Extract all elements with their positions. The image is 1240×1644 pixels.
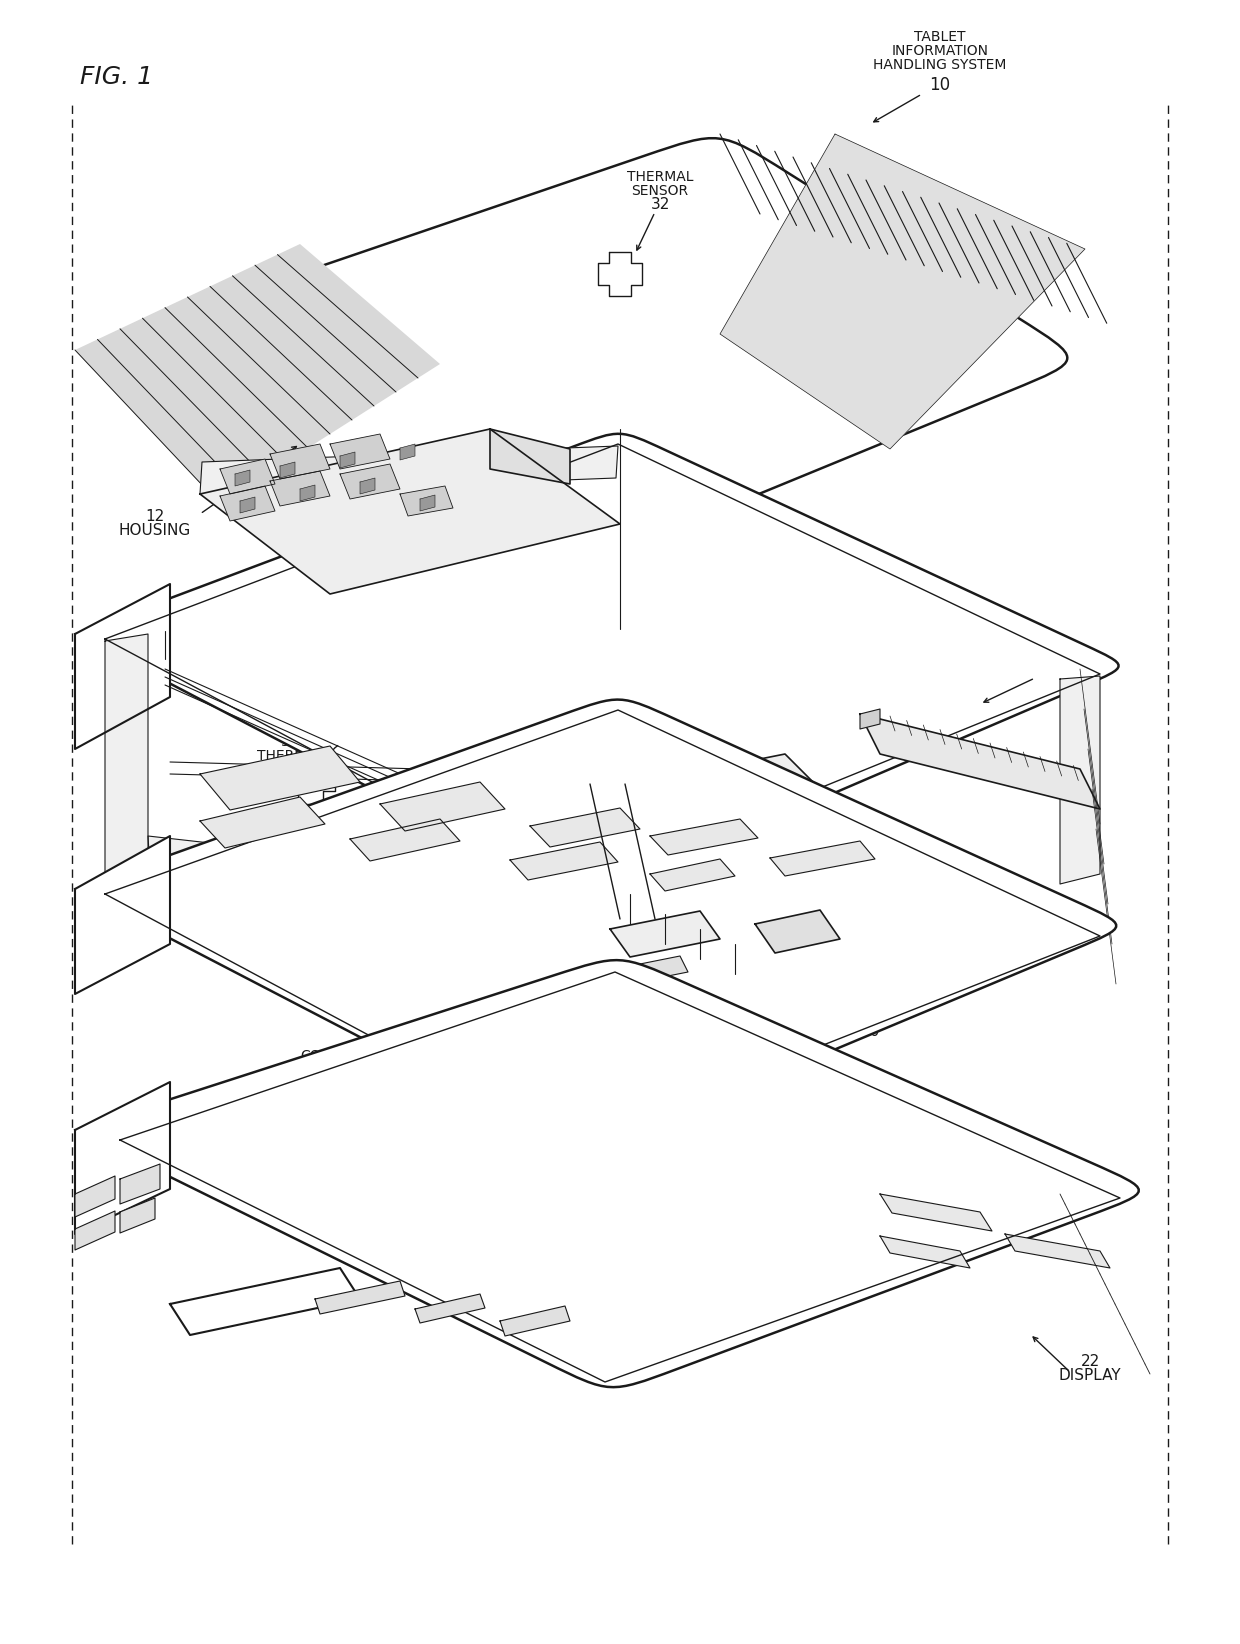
Polygon shape [120,1198,155,1233]
Polygon shape [1060,676,1100,884]
Polygon shape [650,819,758,855]
Polygon shape [74,584,170,750]
Text: HANDLING SYSTEM: HANDLING SYSTEM [873,58,1007,72]
Polygon shape [534,750,680,819]
Polygon shape [770,842,875,876]
Polygon shape [74,130,1085,625]
Polygon shape [720,135,1085,449]
Polygon shape [360,478,374,493]
Polygon shape [720,135,1085,449]
Text: THERMAL: THERMAL [626,169,693,184]
Polygon shape [200,746,360,810]
PathPatch shape [92,960,1138,1388]
Text: CONNECTOR: CONNECTOR [546,774,635,787]
Polygon shape [74,1082,170,1235]
Text: 32: 32 [281,735,299,750]
Polygon shape [74,837,170,995]
Polygon shape [401,444,415,460]
Polygon shape [300,485,315,501]
Text: 32: 32 [650,197,670,212]
Text: SENSOR: SENSOR [262,763,319,778]
Text: DISPLAY: DISPLAY [1059,1368,1121,1383]
Text: 22: 22 [1080,1355,1100,1369]
Text: SENSOR: SENSOR [631,184,688,197]
Polygon shape [598,252,642,296]
Polygon shape [415,1294,485,1323]
Text: 28: 28 [356,1034,374,1049]
Polygon shape [510,842,618,880]
Text: TABLET: TABLET [914,30,966,44]
Polygon shape [170,1268,360,1335]
PathPatch shape [89,700,1116,1148]
Polygon shape [270,470,330,506]
Polygon shape [1004,1235,1110,1268]
Text: 26: 26 [730,789,750,804]
Text: 12: 12 [145,510,165,524]
Text: 29: 29 [531,1049,549,1064]
Polygon shape [148,837,573,917]
Text: LINK: LINK [350,1064,381,1077]
Text: M.2: M.2 [578,760,603,774]
Polygon shape [861,709,880,728]
Polygon shape [340,452,355,469]
Polygon shape [236,470,250,487]
Polygon shape [105,710,1100,1144]
Text: 10: 10 [930,76,951,94]
Polygon shape [660,755,820,814]
Polygon shape [350,819,460,861]
Polygon shape [315,1281,405,1314]
Polygon shape [270,444,330,478]
Polygon shape [200,446,618,493]
Polygon shape [650,860,735,891]
Text: THERMAL: THERMAL [257,750,324,763]
Polygon shape [861,713,1100,809]
Text: CARD: CARD [720,776,760,791]
Polygon shape [420,495,435,511]
Text: SSD: SSD [1035,654,1064,669]
Text: NIC WWAN: NIC WWAN [702,763,777,776]
Polygon shape [880,1194,992,1231]
Text: FIG. 1: FIG. 1 [81,66,153,89]
Polygon shape [200,429,620,593]
Text: CHIPSET: CHIPSET [398,709,463,723]
PathPatch shape [92,138,1068,615]
Polygon shape [490,429,570,483]
Polygon shape [379,783,505,830]
Polygon shape [219,459,275,493]
Text: 18: 18 [1040,667,1060,682]
Text: 30: 30 [580,787,600,802]
Polygon shape [105,635,148,881]
Polygon shape [401,487,453,516]
Polygon shape [120,972,1120,1383]
Polygon shape [200,797,325,848]
Text: 30: 30 [861,1024,879,1039]
Polygon shape [74,1175,115,1217]
PathPatch shape [87,434,1118,894]
Polygon shape [74,243,440,505]
Polygon shape [529,807,640,847]
Polygon shape [340,464,401,500]
Polygon shape [241,496,255,513]
Text: COMMUNICATIONS: COMMUNICATIONS [300,1049,430,1064]
Polygon shape [74,1212,115,1249]
Polygon shape [120,1164,160,1203]
Polygon shape [640,957,688,980]
Polygon shape [880,1236,970,1268]
Text: 20: 20 [420,694,440,709]
Polygon shape [280,462,295,478]
Polygon shape [105,444,1100,889]
Polygon shape [330,434,391,469]
Polygon shape [285,755,335,804]
Text: INFORMATION: INFORMATION [892,44,988,58]
Text: WIFI NIC: WIFI NIC [511,1064,569,1078]
Polygon shape [755,911,839,954]
Polygon shape [500,1305,570,1337]
Polygon shape [610,911,720,957]
Text: HOUSING: HOUSING [119,523,191,538]
Polygon shape [219,487,275,521]
